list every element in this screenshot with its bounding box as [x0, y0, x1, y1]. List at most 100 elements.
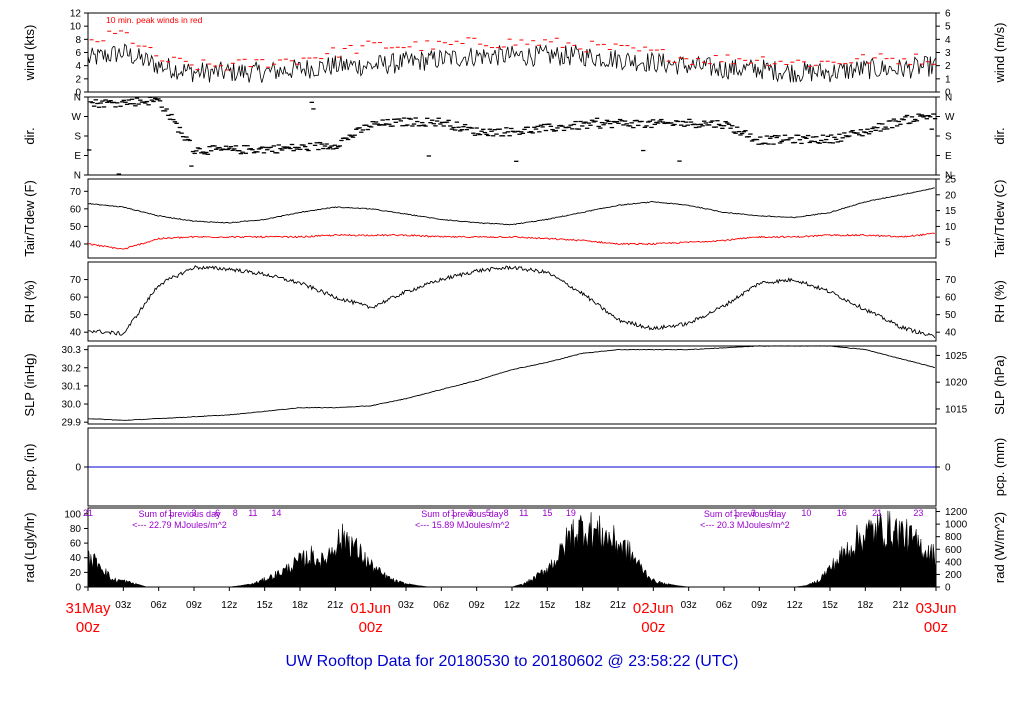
- precipitation-left-tick-label: 0: [75, 463, 81, 474]
- wind-right-tick-label: 6: [945, 9, 951, 20]
- humidity-ylabel-right: RH (%): [992, 280, 1007, 323]
- temperature-left-tick-label: 60: [70, 204, 82, 215]
- wind-right-tick-label: 2: [945, 61, 951, 72]
- direction-right-tick-label: W: [945, 112, 955, 123]
- peak-wind-series: [89, 30, 936, 71]
- radiation-hour-marker: 1: [451, 508, 456, 518]
- radiation-sum-label: Sum of previous day: [421, 509, 504, 519]
- wind-series-line: [87, 43, 937, 83]
- day-label-date: 03Jun: [916, 600, 957, 617]
- temperature-right-tick-label: 25: [945, 175, 957, 186]
- day-label-date: 01Jun: [350, 600, 391, 617]
- x-tick-label: 21z: [610, 600, 626, 611]
- radiation-hour-marker: 11: [248, 508, 257, 518]
- radiation-right-tick-label: 200: [945, 570, 962, 581]
- radiation-hour-marker: 19: [566, 508, 576, 518]
- radiation-sum-value: <--- 22.79 MJoules/m^2: [132, 520, 227, 530]
- direction-ylabel-left: dir.: [22, 127, 37, 144]
- peak-wind-annotation: 10 min. peak winds in red: [106, 15, 203, 25]
- direction-left-tick-label: S: [74, 132, 81, 143]
- humidity-right-tick-label: 40: [945, 328, 957, 339]
- wind-right-tick-label: 3: [945, 48, 951, 59]
- humidity-panel: 40 50 60 70 40 50 60 70 RH (%) RH (%): [22, 261, 1007, 342]
- radiation-sum-value: <--- 20.3 MJoules/m^2: [700, 520, 790, 530]
- radiation-sum-value: <--- 15.89 MJoules/m^2: [415, 520, 510, 530]
- radiation-right-tick-label: 1200: [945, 507, 968, 518]
- wind-right-tick-label: 1: [945, 74, 951, 85]
- x-axis: 03z 06z 09z 12z 15z 18z 21z 03z 06z 09z 12z 15z 18z 2…: [65, 587, 956, 636]
- day-label-hour: 00z: [76, 619, 100, 636]
- direction-left-tick-label: N: [74, 93, 81, 104]
- x-tick-label: 03z: [398, 600, 414, 611]
- temperature-left-tick-label: 40: [70, 239, 82, 250]
- humidity-frame: [87, 261, 937, 342]
- radiation-ylabel-right: rad (W/m^2): [992, 512, 1007, 583]
- precipitation-panel: 0 0 pcp. (in) pcp. (mm): [22, 427, 1007, 507]
- pressure-left-tick-label: 30.1: [62, 381, 82, 392]
- radiation-sum-label: Sum of previous day: [139, 509, 222, 519]
- radiation-hour-marker: 10: [801, 508, 811, 518]
- temperature-right-tick-label: 5: [945, 238, 951, 249]
- pressure-left-tick-label: 29.9: [62, 418, 82, 429]
- humidity-right-tick-label: 60: [945, 293, 957, 304]
- radiation-hour-marker: 8: [504, 508, 509, 518]
- day-label-date: 31May: [65, 600, 111, 617]
- temperature-right-tick-label: 20: [945, 190, 957, 201]
- direction-right-tick-label: N: [945, 171, 952, 182]
- x-tick-label: 09z: [186, 600, 202, 611]
- x-tick-label: 06z: [716, 600, 732, 611]
- x-tick-label: 09z: [751, 600, 767, 611]
- wind-frame: [87, 12, 937, 93]
- radiation-hour-marker: 8: [233, 508, 238, 518]
- air-temp-line: [87, 187, 935, 226]
- day-label-hour: 00z: [641, 619, 665, 636]
- radiation-left-tick-label: 20: [70, 568, 82, 579]
- temperature-ylabel-right: Tair/Tdew (C): [992, 179, 1007, 257]
- wind-ylabel-left: wind (kts): [22, 25, 37, 82]
- radiation-left-tick-label: 80: [70, 524, 82, 535]
- radiation-hour-marker: 16: [837, 508, 847, 518]
- pressure-left-tick-label: 30.0: [62, 400, 82, 411]
- x-tick-label: 12z: [787, 600, 803, 611]
- wind-right-tick-label: 4: [945, 35, 951, 46]
- radiation-left-tick-label: 60: [70, 539, 82, 550]
- wind-right-tick-label: 0: [945, 88, 951, 99]
- x-tick-label: 15z: [822, 600, 838, 611]
- direction-right-tick-label: S: [945, 132, 952, 143]
- radiation-right-tick-label: 800: [945, 532, 962, 543]
- radiation-left-tick-label: 40: [70, 553, 82, 564]
- radiation-left-tick-label: 100: [64, 509, 81, 520]
- wind-left-tick-label: 0: [75, 88, 81, 99]
- wind-left-tick-label: 6: [75, 48, 81, 59]
- x-tick-label: 06z: [433, 600, 449, 611]
- direction-left-tick-label: W: [72, 112, 82, 123]
- x-tick-label: 15z: [539, 600, 555, 611]
- x-tick-label: 15z: [257, 600, 273, 611]
- radiation-hour-marker: 1: [168, 508, 173, 518]
- day-label-hour: 00z: [924, 619, 948, 636]
- wind-right-tick-label: 5: [945, 22, 951, 33]
- radiation-hour-marker: 21: [83, 508, 93, 518]
- pressure-left-tick-label: 30.3: [62, 345, 82, 356]
- temperature-frame: [87, 178, 937, 259]
- pressure-frame: [87, 345, 937, 425]
- wind-left-tick-label: 12: [70, 9, 82, 20]
- direction-series: [86, 96, 938, 175]
- x-tick-label: 18z: [575, 600, 591, 611]
- radiation-right-tick-label: 0: [945, 583, 951, 594]
- radiation-ylabel-left: rad (Lgly/hr): [22, 512, 37, 582]
- x-tick-label: 03z: [115, 600, 131, 611]
- direction-left-tick-label: E: [74, 151, 81, 162]
- radiation-sum-label: Sum of previous day: [704, 509, 787, 519]
- dew-point-line: [87, 232, 936, 250]
- humidity-ylabel-left: RH (%): [22, 280, 37, 323]
- radiation-hour-marker: 6: [769, 508, 774, 518]
- radiation-hour-marker: 15: [542, 508, 552, 518]
- humidity-right-tick-label: 70: [945, 275, 957, 286]
- pressure-left-tick-label: 30.2: [62, 363, 82, 374]
- temperature-left-tick-label: 70: [70, 187, 82, 198]
